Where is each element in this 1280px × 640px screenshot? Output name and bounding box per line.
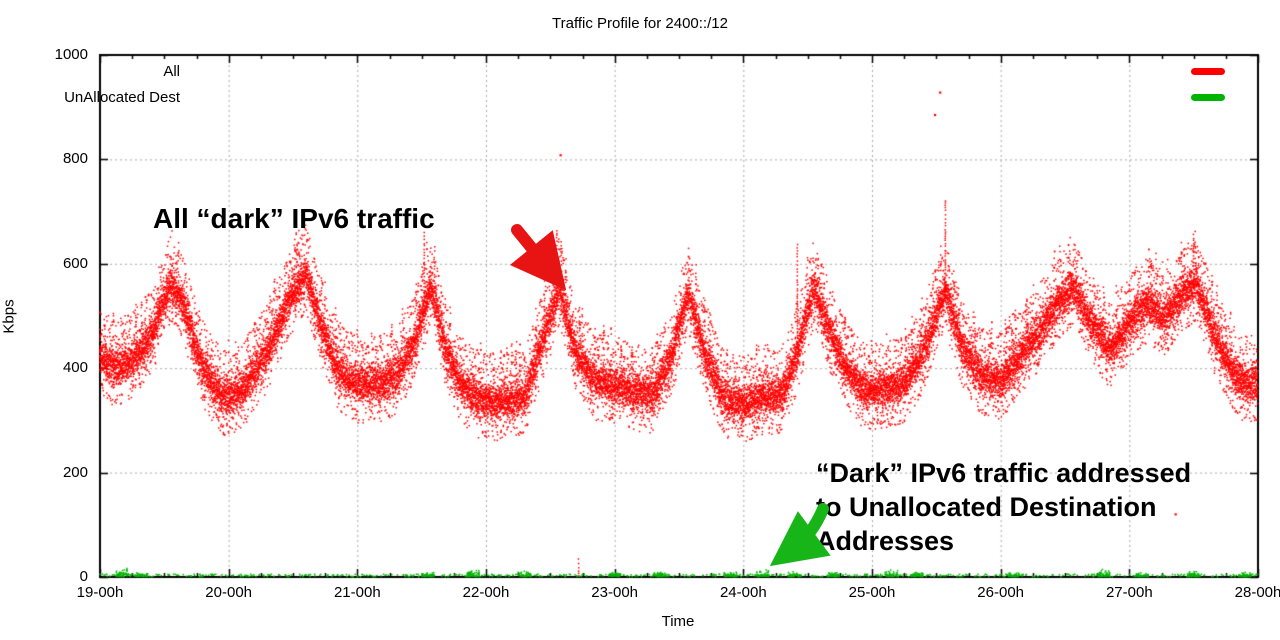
annotation-all-dark-traffic: All “dark” IPv6 traffic [153,203,435,234]
x-tick-22h: 22-00h [462,584,510,601]
y-axis-label: Kbps [0,299,18,334]
y-tick-400: 400 [62,359,88,377]
y-tick-600: 600 [62,254,88,272]
x-tick-21h: 21-00h [333,584,381,601]
x-axis-label: Time [661,613,695,630]
annotation-unallocated-dest: “Dark” IPv6 traffic addressed to Unalloc… [816,456,1191,558]
x-tick-27h: 27-00h [1105,584,1153,601]
x-tick-23h: 23-00h [591,584,639,601]
legend-label-all: All [163,63,180,80]
annotation-unallocated-line1: “Dark” IPv6 traffic addressed [816,458,1192,488]
y-tick-0: 0 [79,568,88,585]
y-tick-200: 200 [62,463,88,481]
annotation-unallocated-line2: to Unallocated Destination [816,492,1157,522]
x-tick-28h: 28-00h [1234,584,1280,601]
x-tick-24h: 24-00h [719,584,767,601]
y-tick-800: 800 [62,150,88,168]
legend-label-unallocated-dest: UnAllocated Dest [64,89,180,106]
chart-title: Traffic Profile for 2400::/12 [552,15,728,32]
legend-swatch-all [1191,68,1225,75]
x-tick-19h: 19-00h [76,584,124,601]
legend-swatch-unallocated-dest [1191,94,1225,101]
x-tick-20h: 20-00h [205,584,253,601]
x-tick-26h: 26-00h [977,584,1025,601]
x-tick-25h: 25-00h [848,584,896,601]
annotation-unallocated-line3: Addresses [816,526,955,556]
y-tick-1000: 1000 [54,46,88,63]
